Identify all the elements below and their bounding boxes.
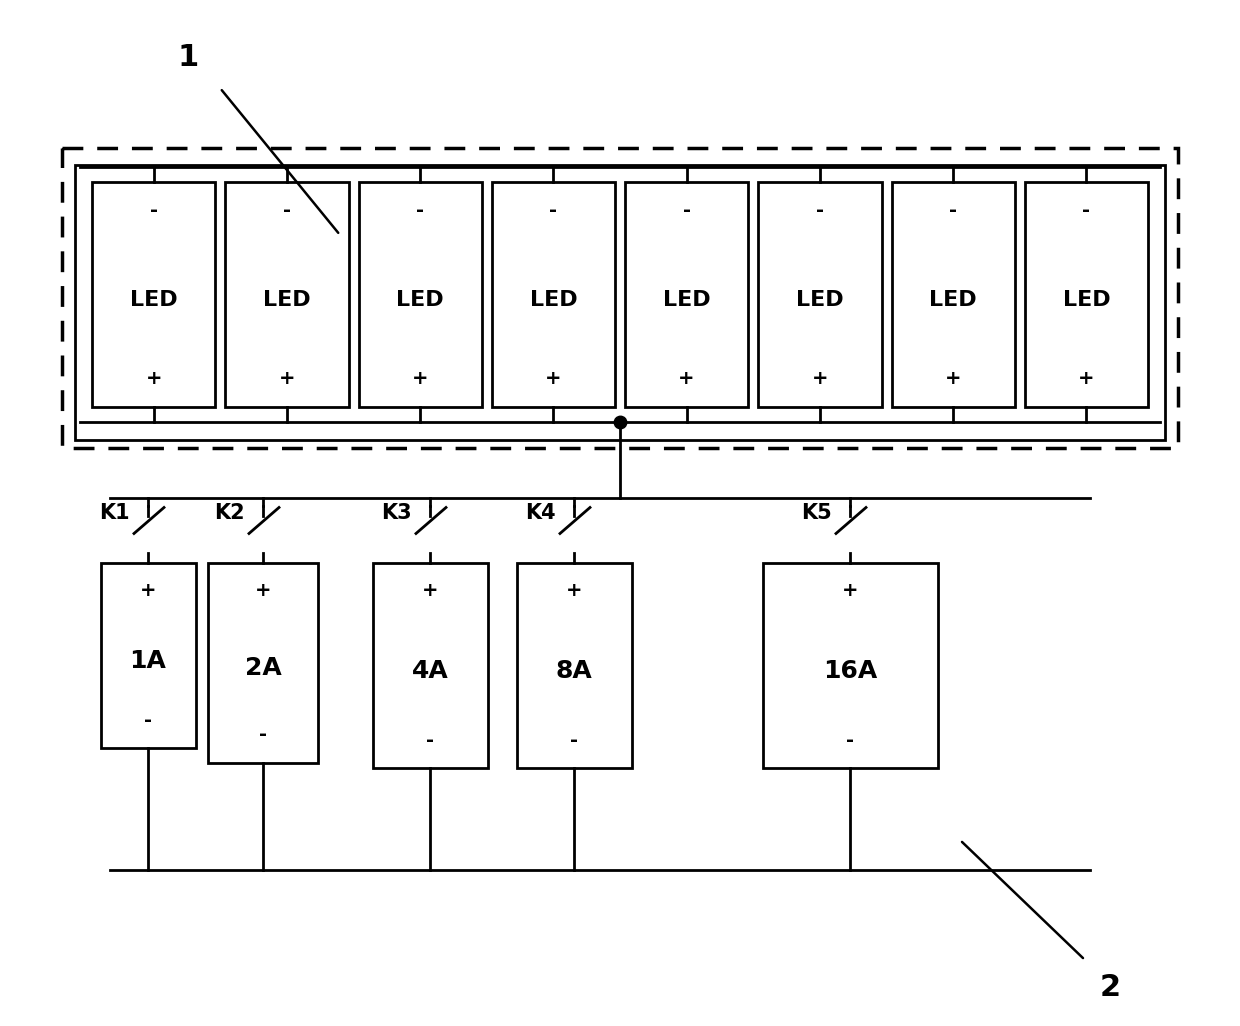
Text: -: - [949,200,957,220]
Text: -: - [549,200,557,220]
Text: 1A: 1A [129,648,166,672]
Bar [892,182,1014,407]
Bar [763,563,937,768]
Text: +: + [140,582,156,600]
Text: 1: 1 [177,43,198,73]
Text: +: + [678,369,694,389]
Text: K5: K5 [801,503,832,523]
Text: 2: 2 [1100,974,1121,1002]
Text: -: - [570,731,578,750]
Bar [208,563,317,763]
Text: LED: LED [663,289,711,310]
Bar [358,182,482,407]
Text: 4A: 4A [412,659,449,682]
Bar [62,148,1178,448]
Text: LED: LED [796,289,843,310]
Text: -: - [259,725,267,745]
Bar [517,563,631,768]
Text: K3: K3 [382,503,412,523]
Text: +: + [945,369,961,389]
Text: LED: LED [130,289,177,310]
Bar [492,182,615,407]
Bar [100,563,196,748]
Text: -: - [283,200,291,220]
Text: -: - [846,731,854,750]
Text: 16A: 16A [823,659,877,682]
Text: 8A: 8A [556,659,593,682]
Text: -: - [1083,200,1090,220]
Text: -: - [144,710,153,729]
Text: -: - [683,200,691,220]
Text: +: + [254,582,272,600]
Text: -: - [816,200,823,220]
Text: K1: K1 [99,503,130,523]
Text: -: - [417,200,424,220]
Bar [1024,182,1148,407]
Bar [758,182,882,407]
Text: +: + [1078,369,1095,389]
Text: +: + [279,369,295,389]
Text: LED: LED [529,289,577,310]
Text: 2A: 2A [244,656,281,680]
Text: LED: LED [397,289,444,310]
Bar [625,182,748,407]
Text: +: + [565,582,583,600]
Text: K4: K4 [526,503,556,523]
Text: -: - [150,200,157,220]
Bar [74,165,1166,440]
Bar [92,182,216,407]
Text: +: + [546,369,562,389]
Bar [372,563,487,768]
Text: +: + [422,582,438,600]
Bar [226,182,348,407]
Text: +: + [145,369,162,389]
Text: LED: LED [263,289,311,310]
Text: +: + [842,582,858,600]
Text: +: + [812,369,828,389]
Text: +: + [412,369,428,389]
Text: -: - [427,731,434,750]
Text: LED: LED [1063,289,1110,310]
Text: LED: LED [929,289,977,310]
Text: K2: K2 [215,503,246,523]
